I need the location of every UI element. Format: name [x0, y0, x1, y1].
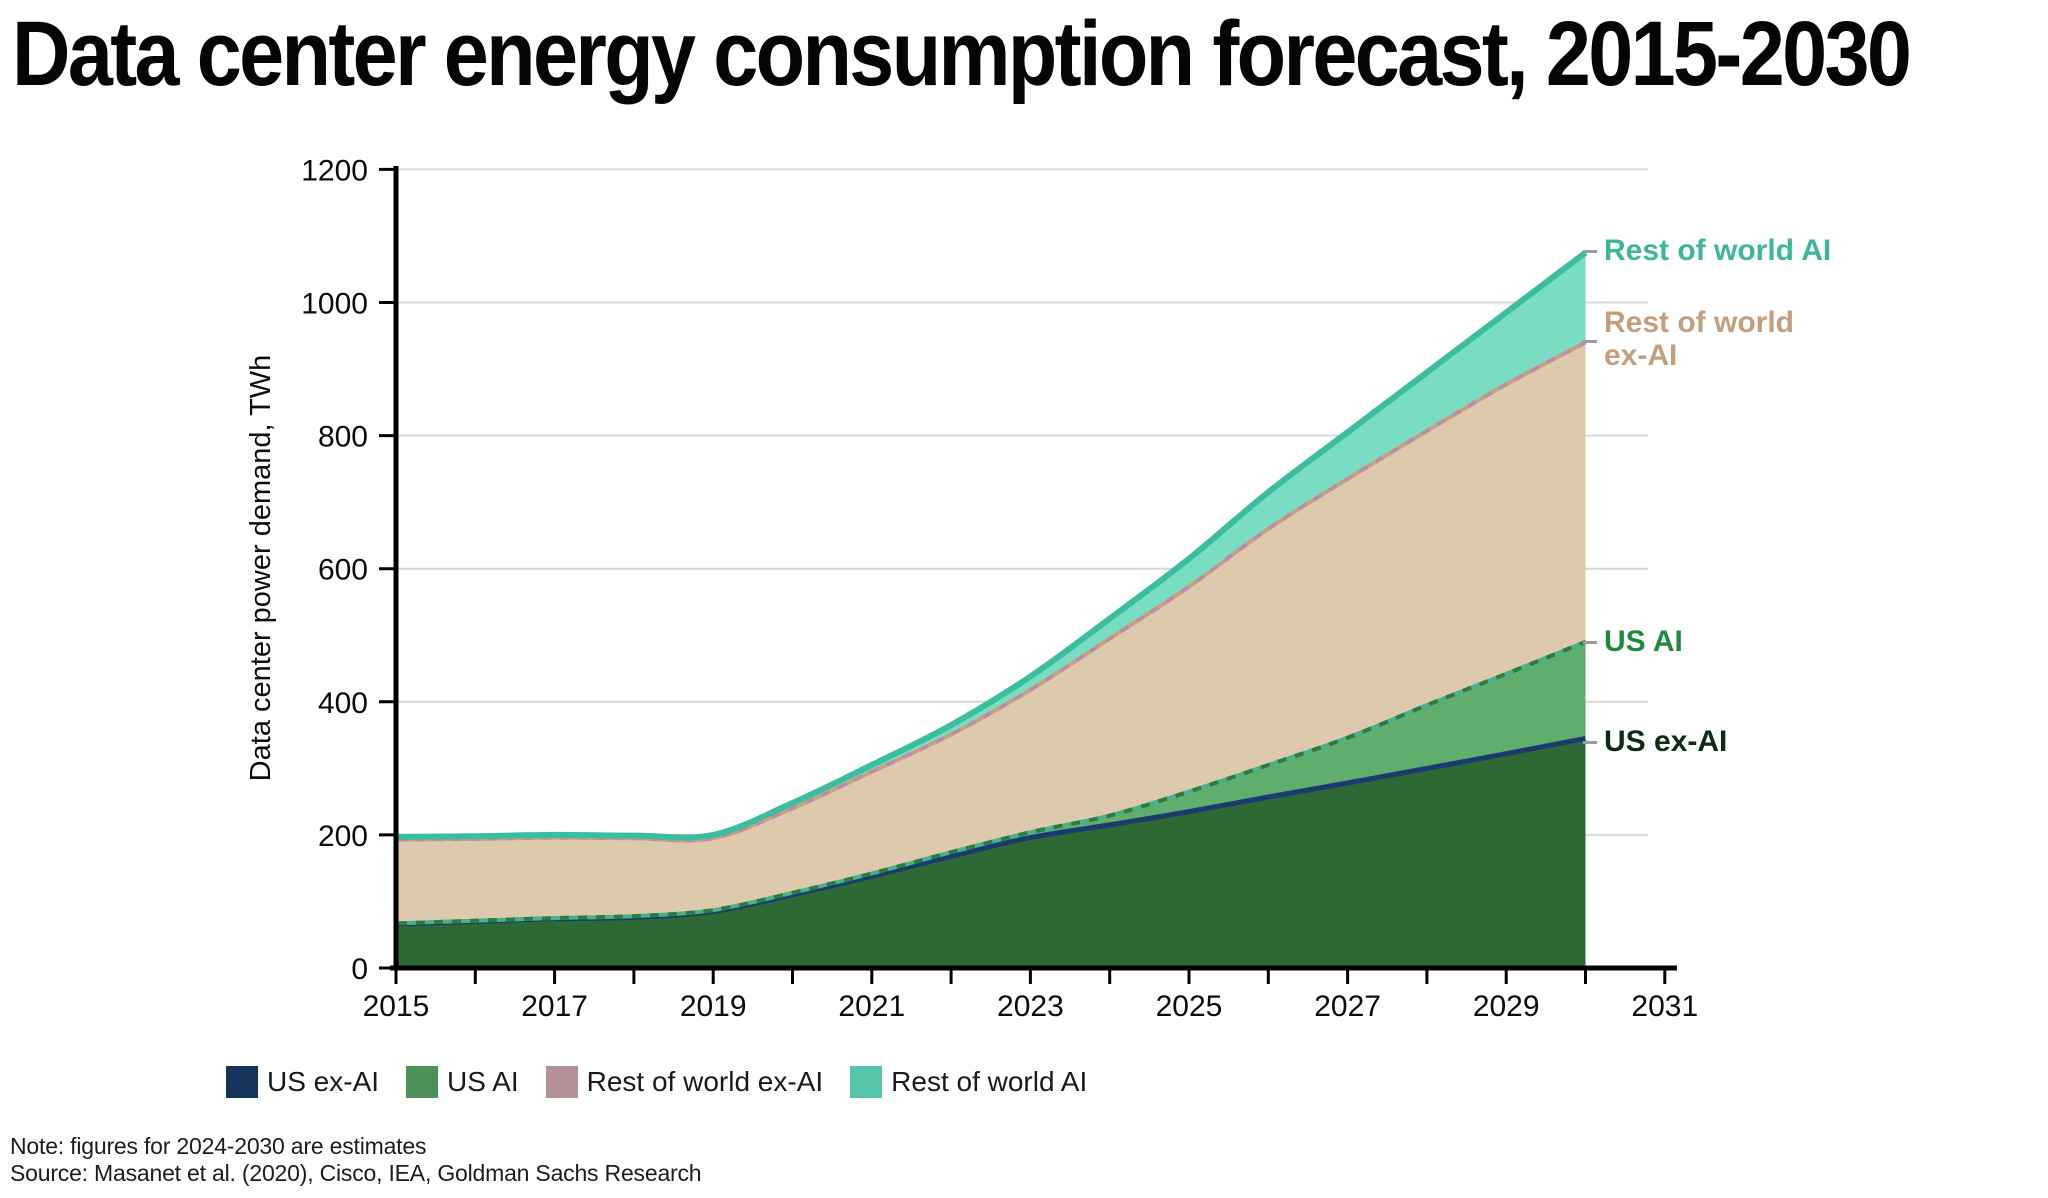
tick-labels-layer: 0 200 400 600 800 1000 1200 2015 2017 2019 2021 202… [301, 154, 1698, 1023]
boundary-dash-rest-of-world-ex-ai [397, 340, 1587, 843]
x-tick-label-2029: 2029 [1473, 990, 1540, 1023]
footnotes: Note: figures for 2024-2030 are estimate… [10, 1133, 702, 1187]
x-tick-label-2019: 2019 [680, 990, 747, 1023]
legend-swatch-rest-of-world-ex-ai [545, 1066, 578, 1098]
y-tick-label-0: 0 [351, 953, 368, 986]
y-tick-label-400: 400 [318, 687, 368, 720]
annotation-us-ai: US AI [1604, 625, 1683, 658]
x-tick-label-2017: 2017 [521, 990, 588, 1023]
legend-item-us-ex-ai: US ex-AI [226, 1066, 379, 1098]
y-axis-title: Data center power demand, TWh [245, 355, 277, 782]
annotation-dash-us-ex-ai [1583, 741, 1597, 744]
source-text: Source: Masanet et al. (2020), Cisco, IE… [10, 1160, 702, 1186]
area-band-rest-of-world-ex-ai [398, 342, 1586, 924]
y-tick-label-1000: 1000 [301, 288, 368, 321]
legend-item-rest-of-world-ai: Rest of world AI [850, 1066, 1087, 1098]
area-series-layer [397, 250, 1588, 966]
legend-swatch-rest-of-world-ai [850, 1066, 883, 1098]
y-tick-label-800: 800 [318, 421, 368, 454]
legend-label-rest-of-world-ex-ai: Rest of world ex-AI [586, 1066, 824, 1097]
boundary-line-rest-of-world-ai [397, 250, 1588, 841]
legend-item-us-ai: US AI [406, 1066, 519, 1098]
x-tick-label-2031: 2031 [1631, 990, 1698, 1023]
annotation-rest-of-world-ex-ai: Rest of world ex-AI [1604, 306, 1795, 372]
chart-title: Data center energy consumption forecast,… [12, 3, 1912, 105]
legend-label-rest-of-world-ai: Rest of world AI [891, 1066, 1088, 1097]
boundary-dash-us-ai [397, 640, 1587, 926]
axes-layer [379, 166, 1677, 984]
legend: US ex-AI US AI Rest of world ex-AI Rest … [226, 1066, 1087, 1098]
annotation-dash-us-ai [1583, 641, 1597, 644]
legend-item-rest-of-world-ex-ai: Rest of world ex-AI [545, 1066, 824, 1098]
legend-swatch-us-ex-ai [226, 1066, 258, 1098]
note-text: Note: figures for 2024-2030 are estimate… [10, 1133, 427, 1159]
legend-label-us-ex-ai: US ex-AI [267, 1066, 380, 1097]
x-tick-label-2027: 2027 [1314, 990, 1381, 1023]
x-tick-label-2015: 2015 [363, 990, 430, 1023]
legend-label-us-ai: US AI [447, 1066, 519, 1097]
y-tick-label-1200: 1200 [301, 154, 368, 187]
annotation-dash-rest-of-world-ex-ai [1583, 340, 1597, 343]
x-tick-label-2025: 2025 [1156, 990, 1223, 1023]
annotation-rest-of-world-ai: Rest of world AI [1604, 234, 1832, 267]
annotation-us-ex-ai: US ex-AI [1604, 725, 1728, 758]
x-tick-label-2023: 2023 [997, 990, 1064, 1023]
annotation-dash-rest-of-world-ai [1583, 250, 1597, 253]
x-tick-label-2021: 2021 [838, 990, 905, 1023]
y-tick-label-600: 600 [318, 554, 368, 587]
y-tick-label-200: 200 [318, 820, 368, 853]
legend-swatch-us-ai [406, 1066, 439, 1098]
